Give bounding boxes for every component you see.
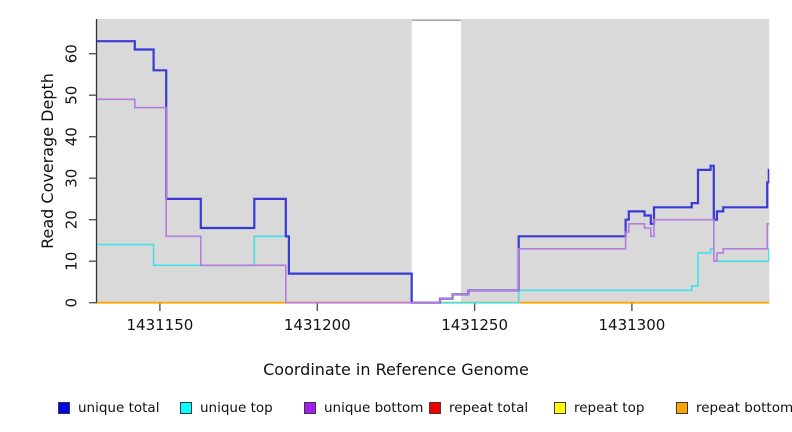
legend-item-repeat-top: repeat top	[554, 398, 644, 418]
repeat-bottom-swatch-icon	[676, 402, 688, 414]
svg-text:1431150: 1431150	[126, 316, 193, 334]
unique-total-swatch-icon	[58, 402, 70, 414]
x-axis-title: Coordinate in Reference Genome	[263, 360, 529, 379]
svg-text:1431300: 1431300	[598, 316, 665, 334]
legend-item-repeat-total: repeat total	[429, 398, 528, 418]
legend-item-unique-total: unique total	[58, 398, 159, 418]
svg-text:50: 50	[63, 86, 81, 105]
unique-top-swatch-icon	[180, 402, 192, 414]
svg-text:20: 20	[63, 210, 81, 229]
legend-item-unique-bottom: unique bottom	[304, 398, 423, 418]
svg-text:60: 60	[63, 44, 81, 63]
svg-text:1431250: 1431250	[441, 316, 508, 334]
svg-text:0: 0	[63, 298, 81, 308]
svg-text:40: 40	[63, 127, 81, 146]
legend-item-repeat-bottom: repeat bottom	[676, 398, 792, 418]
svg-text:30: 30	[63, 169, 81, 188]
svg-text:10: 10	[63, 252, 81, 271]
svg-text:1431200: 1431200	[284, 316, 351, 334]
unique-bottom-swatch-icon	[304, 402, 316, 414]
repeat-top-swatch-icon	[554, 402, 566, 414]
repeat-total-swatch-icon	[429, 402, 441, 414]
y-axis-title: Read Coverage Depth	[38, 73, 57, 249]
legend-item-unique-top: unique top	[180, 398, 273, 418]
chart-legend: unique total unique top unique bottom re…	[0, 398, 792, 422]
